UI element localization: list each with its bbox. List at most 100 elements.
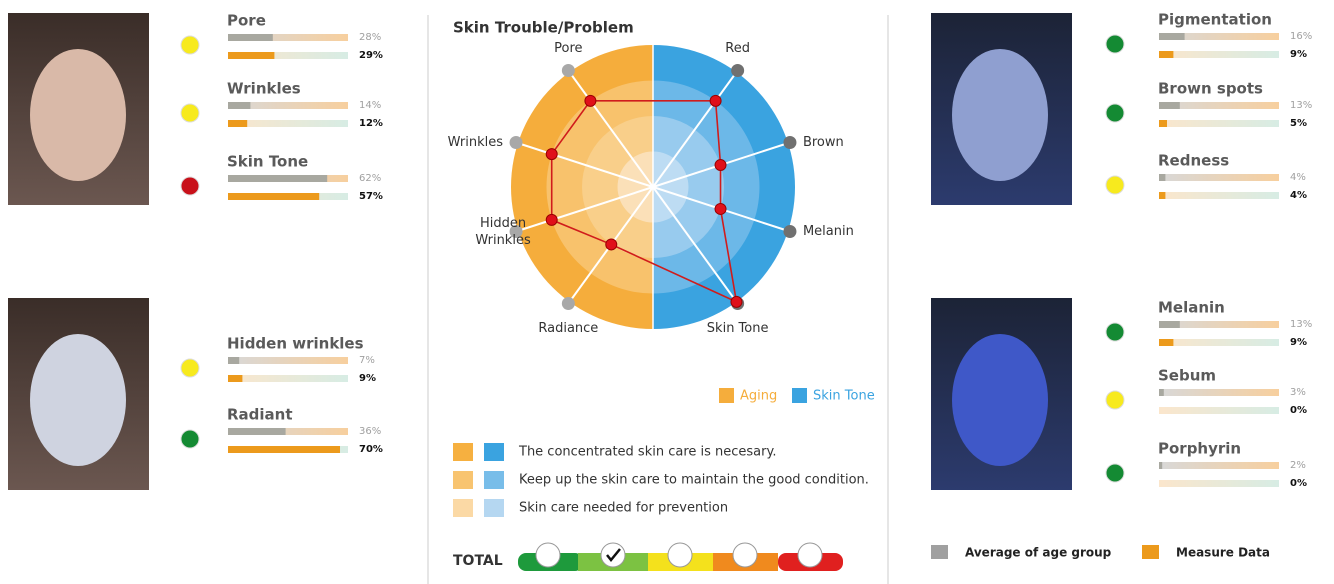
bar-track xyxy=(1159,174,1279,181)
average-bar xyxy=(1159,462,1163,469)
bar-track xyxy=(1159,120,1279,127)
bar-track xyxy=(228,375,348,382)
bar-track xyxy=(228,357,348,364)
bar-track xyxy=(1159,51,1279,58)
key-swatch xyxy=(484,471,504,489)
average-bar xyxy=(1159,389,1164,396)
label-line: Hidden xyxy=(480,215,526,230)
key-text: Skin care needed for prevention xyxy=(519,501,728,516)
key-swatch xyxy=(453,499,473,517)
average-value: 14% xyxy=(359,100,381,111)
metric-name: Redness xyxy=(1158,152,1229,170)
level-circle xyxy=(535,542,561,568)
total-label: TOTAL xyxy=(453,553,503,569)
axis-dot xyxy=(509,136,523,150)
radar-point xyxy=(545,213,558,226)
axis-label: Pore xyxy=(554,41,582,56)
key-swatch xyxy=(453,471,473,489)
radar-point xyxy=(584,94,597,107)
status-dot xyxy=(1105,34,1125,54)
average-bar xyxy=(1159,102,1180,109)
measure-bar xyxy=(1159,192,1166,199)
legend-label: Aging xyxy=(740,389,777,404)
legend-label: Measure Data xyxy=(1176,546,1270,560)
legend-label: Average of age group xyxy=(965,546,1112,560)
legend-swatch xyxy=(1142,545,1159,559)
bar-track xyxy=(1159,407,1279,414)
bar-track xyxy=(228,102,348,109)
radar-spoke xyxy=(652,186,738,303)
measure-bar xyxy=(228,375,243,382)
measure-value: 57% xyxy=(359,191,383,202)
axis-dot xyxy=(509,224,523,238)
average-bar xyxy=(228,102,251,109)
average-value: 62% xyxy=(359,173,381,184)
measure-bar xyxy=(228,193,320,200)
measure-bar xyxy=(1159,51,1174,58)
radar-point xyxy=(709,94,722,107)
metric-name: Skin Tone xyxy=(227,153,308,171)
measure-value: 9% xyxy=(1290,49,1307,60)
average-value: 7% xyxy=(359,355,375,366)
radar-point xyxy=(730,295,743,308)
radar-spoke xyxy=(568,71,654,188)
measure-bar xyxy=(228,446,340,453)
measure-bar xyxy=(1159,339,1174,346)
radar-spoke xyxy=(652,71,738,188)
metric-name: Melanin xyxy=(1158,299,1225,317)
axis-label: Brown xyxy=(803,135,844,150)
measure-value: 9% xyxy=(1290,337,1307,348)
radar-point xyxy=(545,148,558,161)
bar-track xyxy=(1159,33,1279,40)
level-circle xyxy=(797,542,823,568)
measure-value: 9% xyxy=(359,373,376,384)
axis-dot xyxy=(783,224,797,238)
metric-name: Porphyrin xyxy=(1158,440,1241,458)
average-value: 2% xyxy=(1290,460,1306,471)
axis-dot xyxy=(561,296,575,310)
radar-band xyxy=(653,116,724,258)
measure-value: 0% xyxy=(1290,405,1307,416)
label-line: Wrinkles xyxy=(475,232,531,247)
axis-label: Melanin xyxy=(803,224,854,239)
average-bar xyxy=(1159,321,1180,328)
metric-name: Radiant xyxy=(227,406,293,424)
axis-dot xyxy=(561,64,575,78)
key-text: Keep up the skin care to maintain the go… xyxy=(519,473,869,488)
bar-track xyxy=(1159,102,1279,109)
radar-title: Skin Trouble/Problem xyxy=(453,19,634,37)
status-dot xyxy=(180,103,200,123)
status-dot xyxy=(180,176,200,196)
average-bar xyxy=(1159,33,1185,40)
average-bar xyxy=(228,428,286,435)
metric-name: Sebum xyxy=(1158,367,1216,385)
key-text: The concentrated skin care is necesary. xyxy=(518,445,776,460)
legend-swatch xyxy=(792,388,807,403)
metric-name: Brown spots xyxy=(1158,80,1263,98)
bar-track xyxy=(228,52,348,59)
key-swatch xyxy=(484,499,504,517)
status-dot xyxy=(180,429,200,449)
radar-band xyxy=(617,151,653,223)
face xyxy=(30,334,126,466)
metric-name: Wrinkles xyxy=(227,80,301,98)
face xyxy=(952,49,1048,181)
bar-track xyxy=(1159,192,1279,199)
bar-track xyxy=(1159,462,1279,469)
key-swatch xyxy=(453,443,473,461)
axis-label: Red xyxy=(725,41,750,56)
axis-label: Hidden Wrinkles xyxy=(475,215,531,247)
axis-label: Wrinkles xyxy=(448,135,504,150)
radar-point xyxy=(714,159,727,172)
measure-value: 12% xyxy=(359,118,383,129)
average-bar xyxy=(228,34,273,41)
metric-name: Pore xyxy=(227,12,266,30)
average-value: 36% xyxy=(359,426,381,437)
measure-value: 29% xyxy=(359,50,383,61)
status-dot xyxy=(180,35,200,55)
status-dot xyxy=(180,358,200,378)
measure-bar xyxy=(1159,120,1167,127)
axis-dot xyxy=(731,64,745,78)
status-dot xyxy=(1105,322,1125,342)
measure-bar xyxy=(228,120,248,127)
